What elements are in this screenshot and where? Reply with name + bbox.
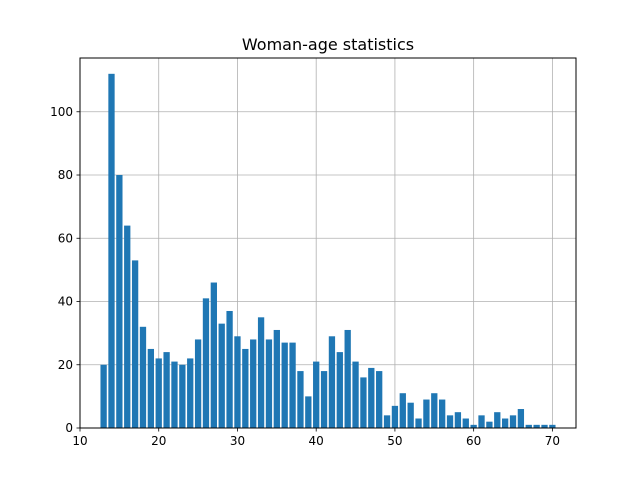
histogram-bar bbox=[439, 399, 446, 428]
histogram-bar bbox=[320, 371, 328, 428]
plot-area-background bbox=[80, 58, 576, 428]
histogram-bar bbox=[131, 260, 139, 428]
histogram-bar bbox=[399, 393, 406, 428]
histogram-bar bbox=[281, 342, 288, 428]
histogram-bar bbox=[549, 424, 556, 428]
histogram-bar bbox=[415, 418, 422, 428]
histogram-bar bbox=[336, 352, 343, 428]
x-tick-label: 20 bbox=[151, 434, 166, 448]
histogram-bar bbox=[486, 421, 493, 428]
histogram-bar bbox=[116, 175, 123, 428]
histogram-bar bbox=[163, 352, 170, 428]
histogram-bar bbox=[313, 361, 320, 428]
histogram-bar bbox=[202, 298, 210, 428]
chart-title: Woman-age statistics bbox=[242, 35, 414, 54]
histogram-bar bbox=[517, 409, 525, 428]
bars-layer bbox=[100, 73, 556, 429]
histogram-bar bbox=[124, 225, 131, 428]
histogram-bar bbox=[187, 358, 194, 428]
y-tick-label: 20 bbox=[58, 358, 73, 372]
histogram-bar bbox=[250, 339, 257, 428]
histogram-bar bbox=[431, 393, 438, 428]
x-tick-label: 40 bbox=[309, 434, 324, 448]
histogram-bar bbox=[265, 339, 273, 428]
y-tick-label: 40 bbox=[58, 295, 73, 309]
histogram-bar bbox=[501, 418, 509, 428]
plot-frame bbox=[79, 57, 577, 429]
histogram-bar bbox=[383, 415, 391, 428]
histogram-bar bbox=[226, 310, 233, 428]
y-tick-label: 0 bbox=[65, 421, 73, 435]
histogram-bar bbox=[179, 364, 186, 428]
histogram-bar bbox=[194, 339, 202, 428]
histogram-bar bbox=[509, 415, 517, 428]
histogram-bar bbox=[360, 377, 367, 428]
histogram-bar bbox=[139, 326, 147, 428]
histogram-bar bbox=[454, 412, 462, 428]
histogram-bar bbox=[171, 361, 178, 428]
histogram-bar bbox=[344, 329, 351, 428]
x-tick-label: 30 bbox=[230, 434, 245, 448]
histogram-bar bbox=[234, 336, 241, 428]
histogram-bar bbox=[525, 424, 532, 428]
y-tick-label: 60 bbox=[58, 231, 73, 245]
histogram-bar bbox=[423, 399, 430, 428]
histogram-bar bbox=[257, 317, 265, 428]
histogram-bar bbox=[533, 424, 540, 428]
histogram-bar bbox=[376, 371, 383, 428]
histogram-bar bbox=[108, 73, 115, 429]
histogram-bar bbox=[147, 348, 155, 428]
histogram-bar bbox=[289, 342, 296, 428]
x-tick-label: 10 bbox=[72, 434, 87, 448]
histogram-bar bbox=[446, 415, 454, 428]
histogram-bar bbox=[352, 361, 359, 428]
histogram-bar bbox=[210, 282, 217, 428]
histogram-bar bbox=[305, 396, 312, 428]
ticks-layer: 10 20 30 40 50 60 70 0 20 40 60 80 100 bbox=[50, 105, 560, 448]
histogram-bar bbox=[328, 336, 336, 428]
histogram-bar bbox=[391, 405, 399, 428]
y-tick-label: 80 bbox=[58, 168, 73, 182]
histogram-bar bbox=[478, 415, 485, 428]
histogram-bar bbox=[541, 424, 548, 428]
histogram-bar bbox=[368, 367, 375, 428]
histogram-bar bbox=[218, 323, 225, 428]
x-tick-label: 70 bbox=[545, 434, 560, 448]
histogram-bar bbox=[242, 348, 249, 428]
histogram-bar bbox=[273, 329, 280, 428]
histogram-bar bbox=[470, 424, 477, 428]
histogram-bar bbox=[297, 371, 304, 428]
x-tick-label: 60 bbox=[466, 434, 481, 448]
histogram-bar bbox=[407, 402, 414, 428]
histogram-bar bbox=[155, 358, 162, 428]
x-tick-label: 50 bbox=[387, 434, 402, 448]
histogram-bar bbox=[494, 412, 501, 428]
y-tick-label: 100 bbox=[50, 105, 73, 119]
histogram-bar bbox=[100, 364, 107, 428]
histogram-bar bbox=[462, 418, 469, 428]
